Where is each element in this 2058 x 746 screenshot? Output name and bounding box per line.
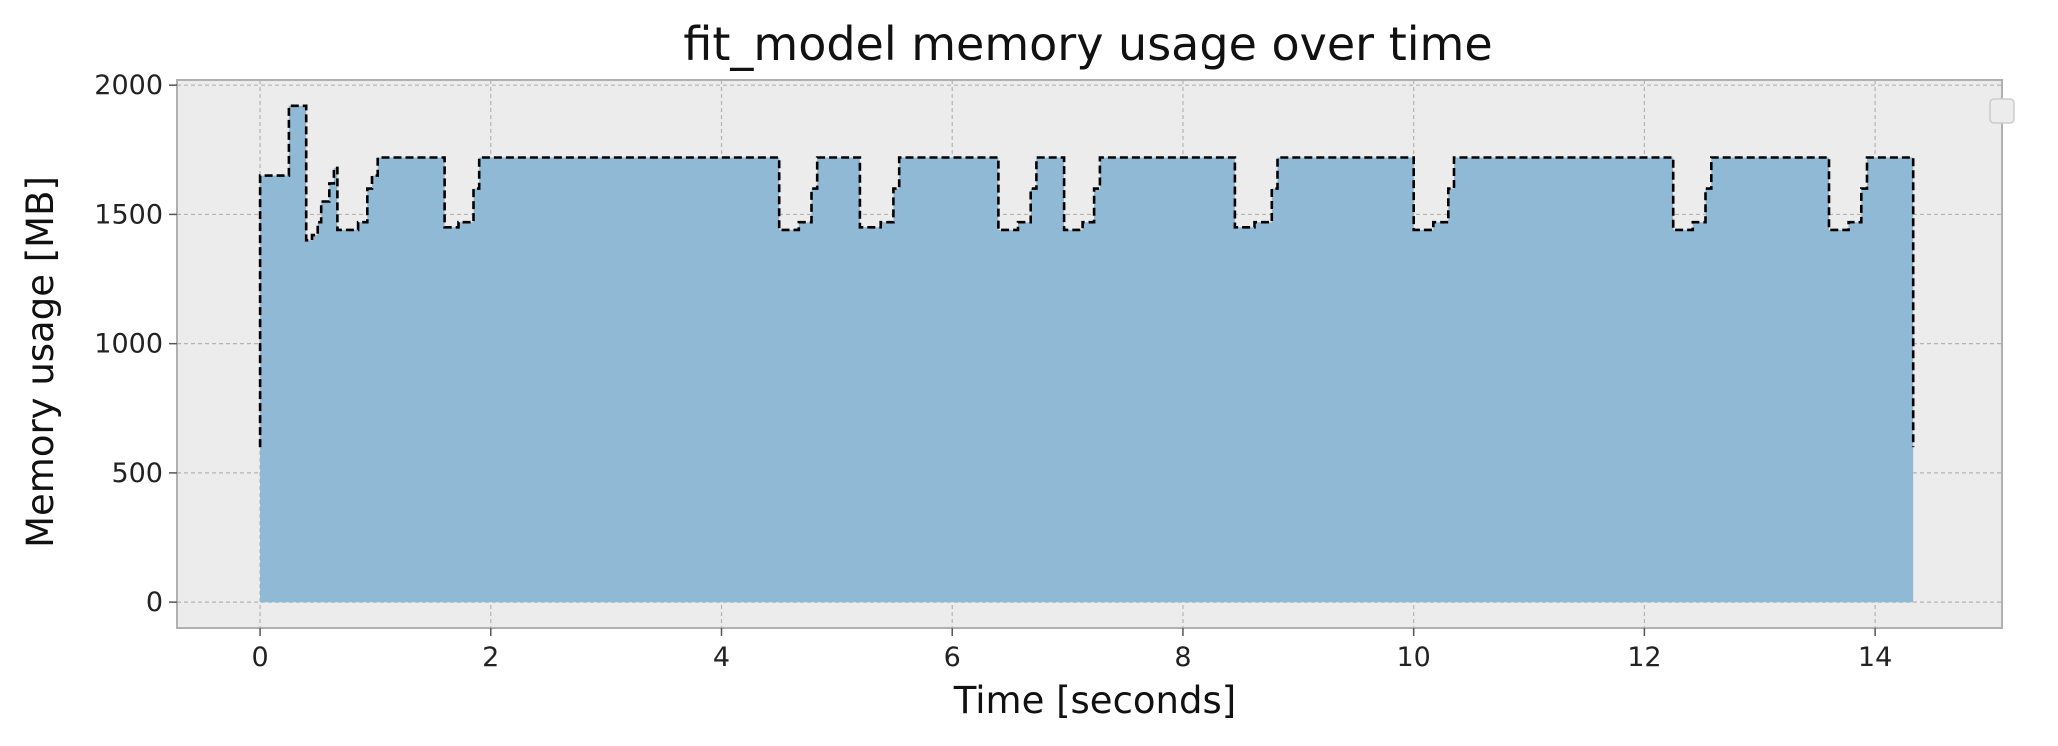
x-tick-label: 4	[713, 642, 730, 673]
x-tick-label: 10	[1396, 642, 1430, 673]
y-tick-label: 1000	[94, 329, 163, 360]
y-tick-label: 500	[111, 458, 163, 489]
x-tick-label: 14	[1858, 642, 1892, 673]
chart-title: fit_model memory usage over time	[683, 17, 1492, 71]
y-tick-label: 2000	[94, 70, 163, 101]
memory-step-line	[258, 104, 1915, 448]
x-tick-label: 12	[1627, 642, 1661, 673]
x-axis-label: Time [seconds]	[953, 679, 1236, 722]
legend-box	[1989, 98, 2015, 124]
x-tick-label: 6	[944, 642, 961, 673]
y-tick-label: 1500	[94, 199, 163, 230]
x-tick-label: 8	[1174, 642, 1191, 673]
x-tick-label: 2	[482, 642, 499, 673]
y-axis-label: Memory usage [MB]	[19, 176, 62, 548]
memory-area	[260, 105, 1914, 603]
y-axis-ticks: 0 500 1000 1500 2000	[94, 70, 177, 618]
x-axis-ticks: 0 2 4 6 8 10 12 14	[251, 628, 1892, 673]
plot-frame	[176, 79, 2003, 629]
x-tick-label: 0	[251, 642, 268, 673]
y-tick-label: 0	[146, 587, 163, 618]
